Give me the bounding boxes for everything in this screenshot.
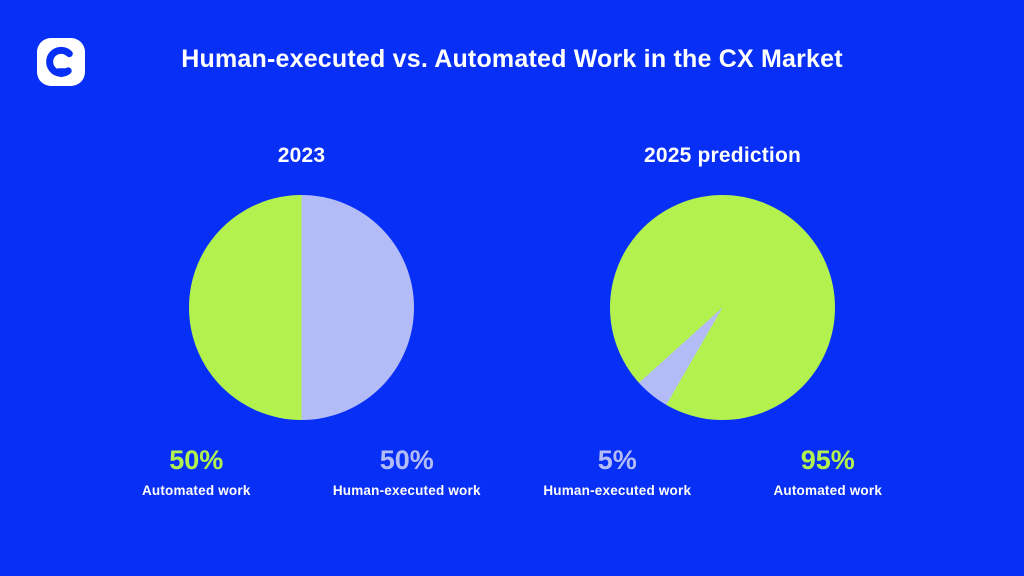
stats-row-2025: 5% Human-executed work 95% Automated wor… — [512, 445, 934, 498]
page-title: Human-executed vs. Automated Work in the… — [181, 45, 843, 73]
pie-2025 — [610, 195, 835, 420]
stat-human-2023: 50% Human-executed work — [302, 445, 513, 498]
infographic: Human-executed vs. Automated Work in the… — [0, 38, 1024, 498]
stat-caption: Human-executed work — [543, 482, 692, 498]
pie-chart-2025: 2025 prediction 5% Human-executed work 9… — [512, 144, 933, 498]
stat-automated-2025: 95% Automated work — [723, 445, 934, 498]
stat-caption: Automated work — [141, 482, 251, 498]
stat-value: 50% — [169, 445, 224, 475]
pie-2023 — [189, 195, 414, 420]
stat-human-2025: 5% Human-executed work — [512, 445, 723, 498]
pie-chart-2023: 2023 50% Automated work 50% Human-execut… — [91, 144, 512, 498]
brand-logo-icon — [37, 38, 85, 86]
stat-value: 50% — [379, 445, 434, 475]
chart-heading-2025: 2025 prediction — [643, 144, 802, 167]
stat-value: 95% — [800, 445, 855, 475]
stat-caption: Automated work — [773, 482, 883, 498]
stat-automated-2023: 50% Automated work — [91, 445, 302, 498]
stat-caption: Human-executed work — [332, 482, 481, 498]
stat-value: 5% — [597, 445, 637, 475]
chart-heading-2023: 2023 — [277, 144, 326, 167]
charts-row: 2023 50% Automated work 50% Human-execut… — [0, 144, 1024, 498]
stats-row-2023: 50% Automated work 50% Human-executed wo… — [91, 445, 513, 498]
